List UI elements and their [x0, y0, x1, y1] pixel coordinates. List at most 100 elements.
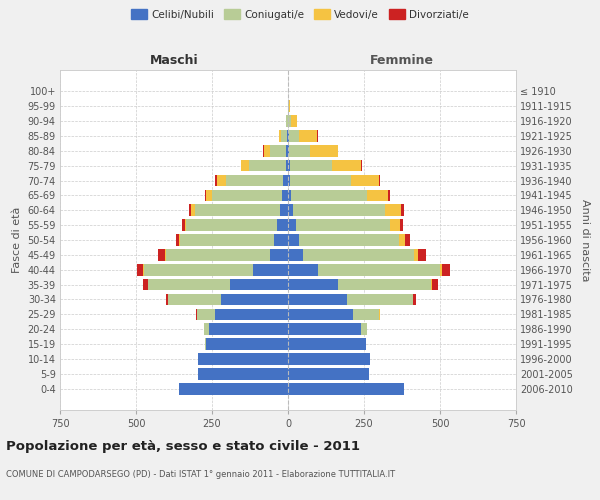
- Bar: [189, 204, 191, 216]
- Bar: [288, 308, 353, 320]
- Bar: [299, 234, 399, 246]
- Bar: [413, 294, 416, 306]
- Bar: [286, 115, 287, 127]
- Y-axis label: Anni di nascita: Anni di nascita: [580, 198, 590, 281]
- Bar: [388, 190, 390, 201]
- Bar: [288, 264, 319, 276]
- Bar: [179, 383, 288, 394]
- Bar: [288, 294, 347, 306]
- Bar: [379, 174, 380, 186]
- Bar: [288, 160, 290, 172]
- Bar: [148, 279, 230, 290]
- Bar: [288, 279, 338, 290]
- Bar: [221, 294, 288, 306]
- Bar: [283, 174, 288, 186]
- Bar: [281, 130, 287, 141]
- Bar: [182, 220, 185, 231]
- Bar: [390, 220, 400, 231]
- Text: COMUNE DI CAMPODARSEGO (PD) - Dati ISTAT 1° gennaio 2011 - Elaborazione TUTTITAL: COMUNE DI CAMPODARSEGO (PD) - Dati ISTAT…: [6, 470, 395, 479]
- Bar: [143, 279, 148, 290]
- Bar: [274, 234, 288, 246]
- Bar: [414, 249, 418, 260]
- Bar: [206, 190, 212, 201]
- Text: Maschi: Maschi: [149, 54, 199, 68]
- Bar: [361, 160, 362, 172]
- Bar: [353, 308, 379, 320]
- Bar: [288, 100, 289, 112]
- Bar: [291, 190, 367, 201]
- Bar: [351, 174, 379, 186]
- Bar: [299, 130, 317, 141]
- Bar: [332, 160, 361, 172]
- Bar: [230, 279, 288, 290]
- Bar: [287, 130, 288, 141]
- Bar: [367, 190, 388, 201]
- Bar: [399, 234, 405, 246]
- Bar: [186, 220, 277, 231]
- Bar: [209, 324, 288, 335]
- Bar: [279, 130, 281, 141]
- Bar: [401, 204, 404, 216]
- Bar: [286, 160, 288, 172]
- Bar: [288, 130, 289, 141]
- Bar: [199, 368, 288, 380]
- Bar: [253, 264, 288, 276]
- Bar: [206, 338, 288, 350]
- Bar: [143, 264, 253, 276]
- Bar: [440, 264, 442, 276]
- Bar: [286, 145, 288, 156]
- Bar: [158, 249, 166, 260]
- Bar: [288, 353, 370, 365]
- Bar: [288, 204, 293, 216]
- Bar: [195, 204, 280, 216]
- Bar: [310, 145, 338, 156]
- Bar: [365, 338, 367, 350]
- Bar: [280, 204, 288, 216]
- Bar: [215, 174, 217, 186]
- Bar: [288, 190, 291, 201]
- Bar: [288, 338, 365, 350]
- Bar: [288, 234, 299, 246]
- Bar: [292, 115, 298, 127]
- Bar: [289, 100, 290, 112]
- Bar: [215, 308, 288, 320]
- Bar: [205, 338, 206, 350]
- Bar: [199, 353, 288, 365]
- Bar: [288, 383, 404, 394]
- Bar: [418, 249, 427, 260]
- Bar: [288, 249, 303, 260]
- Bar: [290, 160, 332, 172]
- Bar: [205, 324, 209, 335]
- Bar: [400, 220, 403, 231]
- Text: Femmine: Femmine: [370, 54, 434, 68]
- Bar: [288, 145, 289, 156]
- Bar: [166, 294, 168, 306]
- Bar: [385, 204, 401, 216]
- Bar: [226, 174, 283, 186]
- Bar: [288, 174, 290, 186]
- Bar: [185, 220, 186, 231]
- Bar: [180, 234, 274, 246]
- Bar: [277, 220, 288, 231]
- Legend: Celibi/Nubili, Coniugati/e, Vedovi/e, Divorziati/e: Celibi/Nubili, Coniugati/e, Vedovi/e, Di…: [127, 5, 473, 24]
- Bar: [431, 279, 433, 290]
- Bar: [166, 249, 270, 260]
- Bar: [405, 234, 410, 246]
- Bar: [293, 204, 385, 216]
- Bar: [288, 368, 368, 380]
- Bar: [137, 264, 143, 276]
- Bar: [289, 145, 310, 156]
- Bar: [347, 294, 413, 306]
- Bar: [176, 234, 179, 246]
- Bar: [196, 308, 197, 320]
- Bar: [282, 190, 288, 201]
- Bar: [168, 294, 221, 306]
- Bar: [179, 234, 180, 246]
- Bar: [217, 174, 226, 186]
- Bar: [338, 279, 431, 290]
- Bar: [289, 130, 299, 141]
- Bar: [270, 145, 286, 156]
- Bar: [270, 249, 288, 260]
- Text: Popolazione per età, sesso e stato civile - 2011: Popolazione per età, sesso e stato civil…: [6, 440, 360, 453]
- Y-axis label: Fasce di età: Fasce di età: [12, 207, 22, 273]
